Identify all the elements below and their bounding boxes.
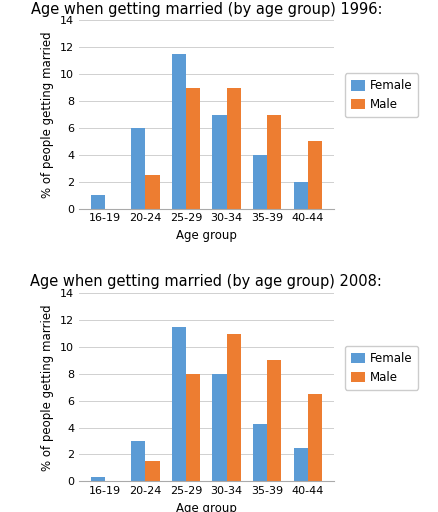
Bar — [307, 141, 321, 208]
Bar — [171, 54, 186, 208]
Bar — [293, 447, 307, 481]
Title: Age when getting married (by age group) 1996:: Age when getting married (by age group) … — [31, 2, 381, 16]
Bar — [131, 128, 145, 208]
Y-axis label: % of people getting married: % of people getting married — [41, 31, 54, 198]
Bar — [145, 461, 159, 481]
Title: Age when getting married (by age group) 2008:: Age when getting married (by age group) … — [30, 274, 381, 289]
Bar — [186, 88, 200, 208]
Bar — [307, 394, 321, 481]
Bar — [252, 423, 267, 481]
Bar — [293, 182, 307, 208]
Bar — [131, 441, 145, 481]
Bar — [212, 374, 226, 481]
Y-axis label: % of people getting married: % of people getting married — [41, 304, 54, 471]
Bar — [212, 115, 226, 208]
Bar — [171, 327, 186, 481]
Legend: Female, Male: Female, Male — [344, 73, 417, 117]
Bar — [90, 477, 105, 481]
Bar — [90, 195, 105, 208]
X-axis label: Age group: Age group — [176, 229, 236, 242]
Bar — [226, 333, 240, 481]
Bar — [267, 360, 281, 481]
X-axis label: Age group: Age group — [176, 502, 236, 512]
Bar — [226, 88, 240, 208]
Bar — [186, 374, 200, 481]
Bar — [267, 115, 281, 208]
Legend: Female, Male: Female, Male — [344, 346, 417, 390]
Bar — [145, 175, 159, 208]
Bar — [252, 155, 267, 208]
